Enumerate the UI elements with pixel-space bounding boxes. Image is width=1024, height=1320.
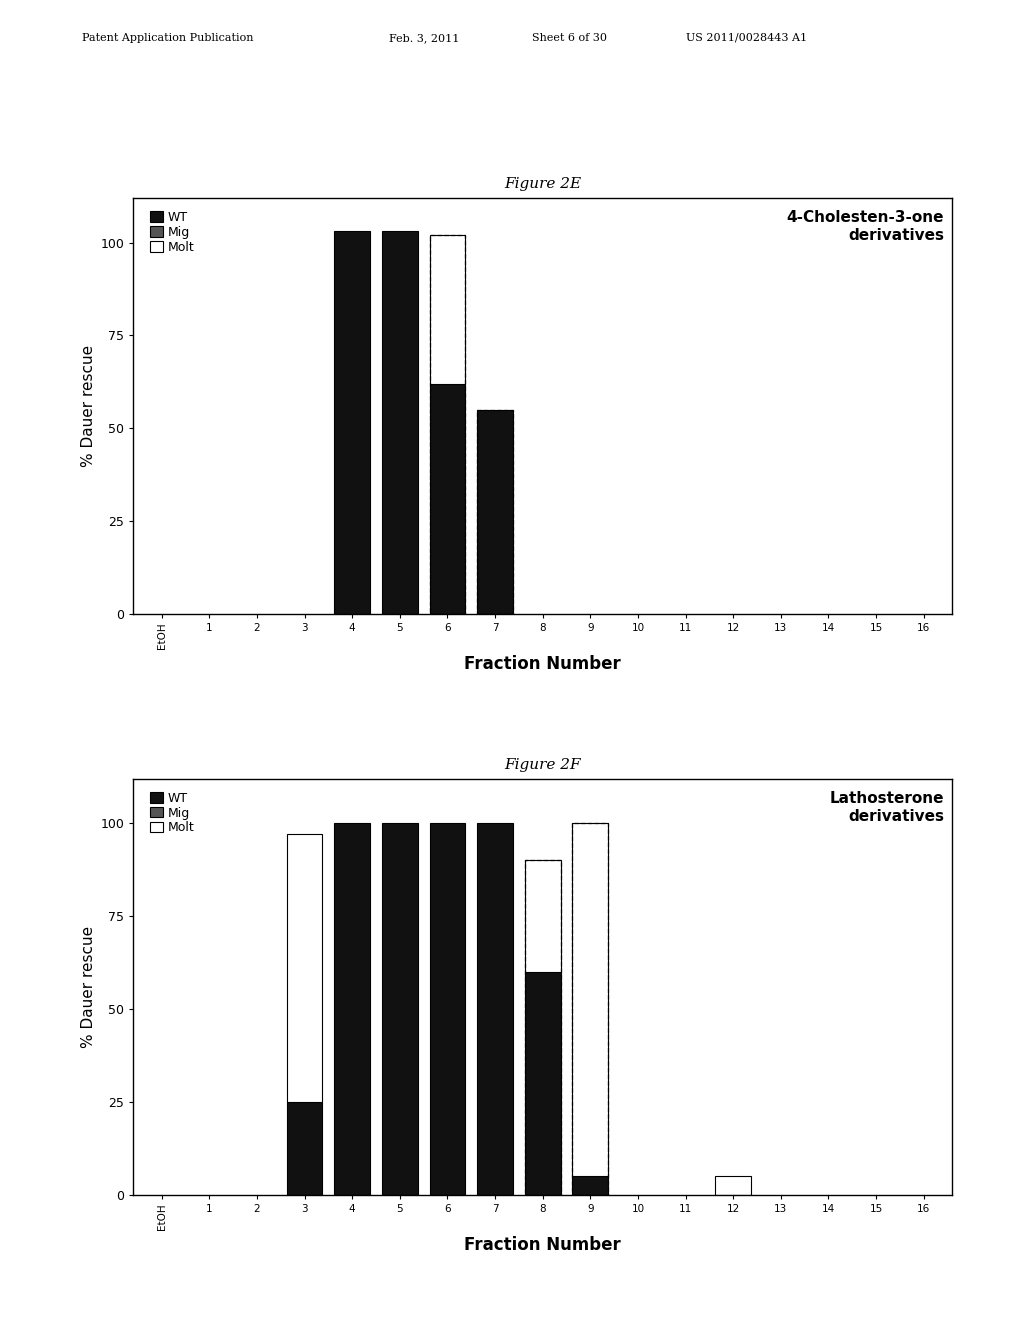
Bar (572, 824, 608, 1195)
Bar (572, 1176, 608, 1195)
Text: Feb. 3, 2011: Feb. 3, 2011 (389, 33, 460, 44)
Y-axis label: % Dauer rescue: % Dauer rescue (81, 925, 96, 1048)
X-axis label: Fraction Number: Fraction Number (464, 1236, 622, 1254)
Bar (477, 824, 513, 1195)
Title: Figure 2E: Figure 2E (504, 177, 582, 191)
X-axis label: Fraction Number: Fraction Number (464, 655, 622, 673)
Bar (287, 834, 323, 1102)
Bar (572, 824, 608, 1176)
Text: Patent Application Publication: Patent Application Publication (82, 33, 253, 44)
Text: Lathosterone
derivatives: Lathosterone derivatives (829, 791, 944, 824)
Legend: WT, Mig, Molt: WT, Mig, Molt (147, 789, 197, 837)
Bar (430, 235, 465, 384)
Bar (382, 824, 418, 1195)
Bar (430, 824, 465, 1195)
Bar (477, 409, 513, 614)
Bar (335, 824, 370, 1195)
Bar (477, 409, 513, 614)
Bar (525, 861, 560, 972)
Text: 4-Cholesten-3-one
derivatives: 4-Cholesten-3-one derivatives (786, 210, 944, 243)
Bar (525, 861, 560, 1195)
Bar (382, 231, 418, 614)
Bar (430, 235, 465, 614)
Bar (525, 972, 560, 1195)
Legend: WT, Mig, Molt: WT, Mig, Molt (147, 209, 197, 256)
Bar (335, 231, 370, 614)
Text: Sheet 6 of 30: Sheet 6 of 30 (532, 33, 607, 44)
Title: Figure 2F: Figure 2F (505, 758, 581, 772)
Y-axis label: % Dauer rescue: % Dauer rescue (81, 345, 96, 467)
Text: US 2011/0028443 A1: US 2011/0028443 A1 (686, 33, 807, 44)
Bar (716, 1176, 751, 1195)
Bar (287, 1102, 323, 1195)
Bar (430, 384, 465, 614)
